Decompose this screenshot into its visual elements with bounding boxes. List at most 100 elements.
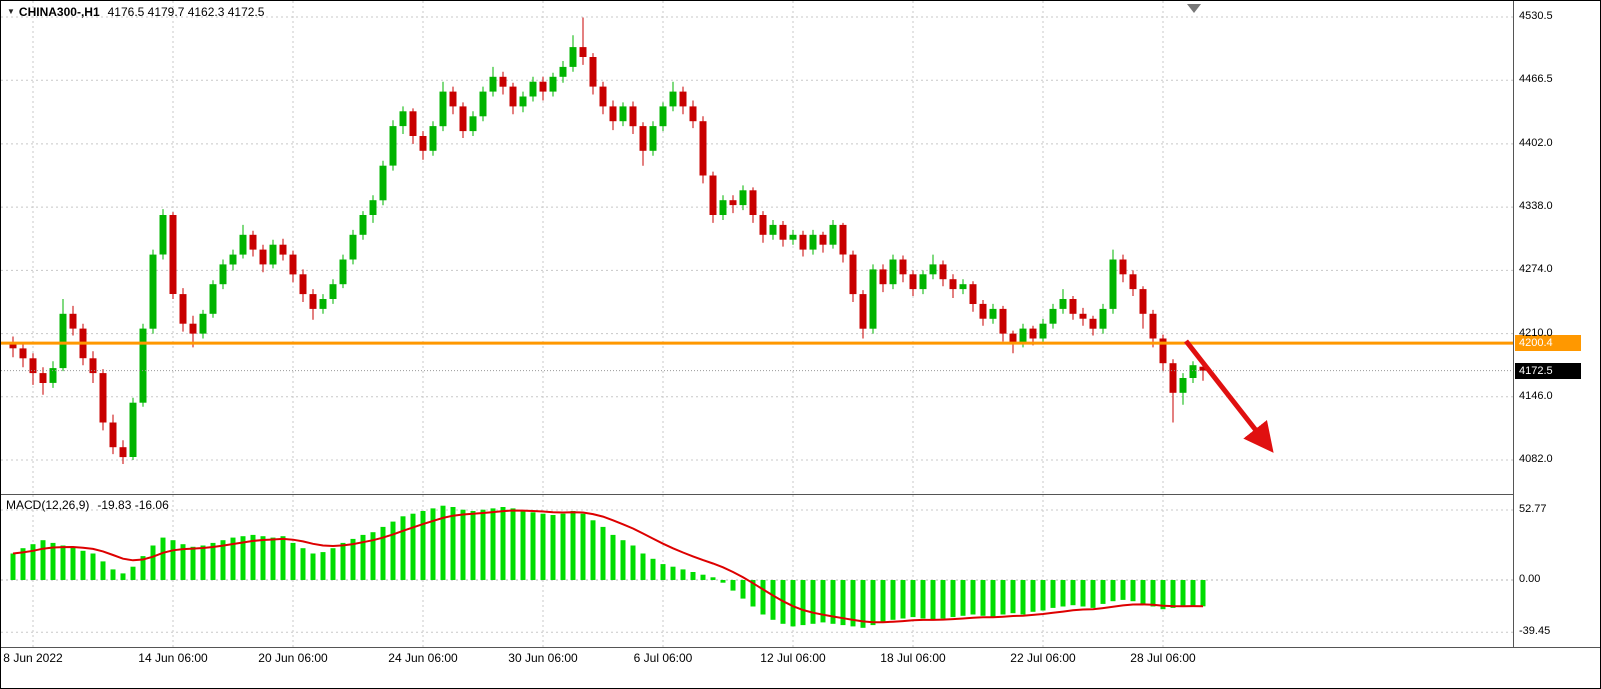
macd-bar	[760, 580, 766, 615]
macd-bar	[720, 580, 726, 583]
macd-bar	[550, 515, 556, 580]
candle-body	[29, 358, 37, 374]
macd-bar	[970, 580, 976, 615]
candle-body	[1119, 259, 1127, 275]
candle-body	[309, 294, 317, 309]
macd-bar	[600, 526, 606, 580]
candle-body	[959, 284, 967, 290]
candle-body	[59, 313, 67, 369]
macd-bar	[1150, 580, 1156, 607]
macd-bar	[170, 540, 176, 580]
macd-bar	[1190, 580, 1196, 606]
macd-bar	[680, 569, 686, 580]
macd-bar	[1160, 580, 1166, 610]
price-axis-label: 4338.0	[1519, 200, 1553, 212]
macd-bar	[110, 569, 116, 580]
macd-bar	[400, 516, 406, 580]
candle-body	[129, 402, 137, 457]
price-axis[interactable]: 4200.4 4172.5 4530.5 4466.5 4402.0 4338.0 42…	[1513, 1, 1600, 648]
macd-bar	[820, 580, 826, 623]
candle-body	[199, 313, 207, 334]
macd-bar	[1120, 580, 1126, 600]
candle-body	[929, 264, 937, 275]
candle-body	[949, 279, 957, 290]
macd-bar	[640, 553, 646, 580]
macd-bar	[750, 580, 756, 607]
time-axis[interactable]: 8 Jun 2022 14 Jun 06:00 20 Jun 06:00 24 Jun…	[1, 647, 1600, 688]
macd-bar	[1080, 580, 1086, 607]
candle-body	[879, 269, 887, 285]
candle-body	[439, 91, 447, 127]
candle-body	[809, 234, 817, 250]
macd-bar	[1090, 580, 1096, 608]
price-axis-label: 4210.0	[1519, 327, 1553, 339]
macd-bar	[740, 580, 746, 599]
macd-label: MACD(12,26,9)	[6, 498, 90, 512]
macd-bar	[50, 542, 56, 580]
macd-bar	[420, 511, 426, 580]
candle-body	[299, 274, 307, 295]
macd-values-label: -19.83 -16.06	[97, 498, 169, 512]
macd-bar	[800, 580, 806, 626]
candle-body	[799, 234, 807, 250]
candle-body	[749, 190, 757, 215]
candle-body	[659, 106, 667, 127]
macd-bar	[900, 580, 906, 619]
candle-body	[329, 284, 337, 299]
candle-body	[619, 106, 627, 122]
candle-body	[539, 81, 547, 92]
macd-bar	[620, 540, 626, 580]
candle-body	[449, 91, 457, 107]
price-chart-panel[interactable]	[1, 1, 1513, 495]
candle-body	[289, 254, 297, 275]
candle-body	[529, 81, 537, 97]
time-axis-label: 8 Jun 2022	[3, 651, 63, 665]
macd-bar	[1060, 580, 1066, 607]
macd-bar	[510, 508, 516, 580]
candle-body	[479, 91, 487, 117]
time-axis-label: 24 Jun 06:00	[388, 651, 458, 665]
macd-bar	[830, 580, 836, 624]
macd-bar	[360, 534, 366, 580]
macd-bar	[960, 580, 966, 616]
candle-body	[779, 224, 787, 240]
candle-body	[389, 126, 397, 166]
macd-bar	[310, 553, 316, 580]
candle-body	[599, 86, 607, 107]
macd-bar	[610, 534, 616, 580]
macd-indicator-panel[interactable]	[1, 495, 1513, 647]
chart-shift-marker-icon[interactable]	[1187, 4, 1201, 13]
macd-signal-line	[12, 509, 1204, 624]
time-axis-label: 12 Jul 06:00	[760, 651, 826, 665]
price-line-badge[interactable]: 4200.4	[1515, 335, 1581, 351]
candle-body	[469, 116, 477, 132]
candle-body	[549, 76, 557, 92]
candle-body	[729, 200, 737, 206]
macd-bar	[540, 513, 546, 580]
candle-body	[629, 106, 637, 127]
candle-body	[169, 215, 177, 294]
candle-body	[429, 126, 437, 151]
macd-bar	[30, 544, 36, 580]
macd-bar	[450, 507, 456, 580]
macd-bar	[460, 509, 466, 580]
macd-bar	[150, 545, 156, 580]
macd-bar	[240, 536, 246, 580]
macd-header: MACD(12,26,9) -19.83 -16.06	[6, 498, 169, 512]
candle-body	[869, 269, 877, 329]
macd-bar	[190, 546, 196, 580]
macd-bar	[220, 540, 226, 580]
time-axis-label: 30 Jun 06:00	[508, 651, 578, 665]
candle-body	[1009, 333, 1017, 344]
macd-bar	[890, 580, 896, 620]
macd-bar	[130, 566, 136, 580]
macd-bar	[790, 580, 796, 627]
symbol-dropdown-icon[interactable]: ▼	[7, 7, 15, 16]
candle-body	[1029, 328, 1037, 339]
macd-axis-label: 0.00	[1519, 573, 1541, 585]
trend-arrow-annotation[interactable]	[1184, 339, 1274, 453]
candle-body	[1129, 274, 1137, 290]
macd-bar	[480, 509, 486, 580]
macd-bar	[260, 536, 266, 580]
macd-bar	[490, 508, 496, 580]
